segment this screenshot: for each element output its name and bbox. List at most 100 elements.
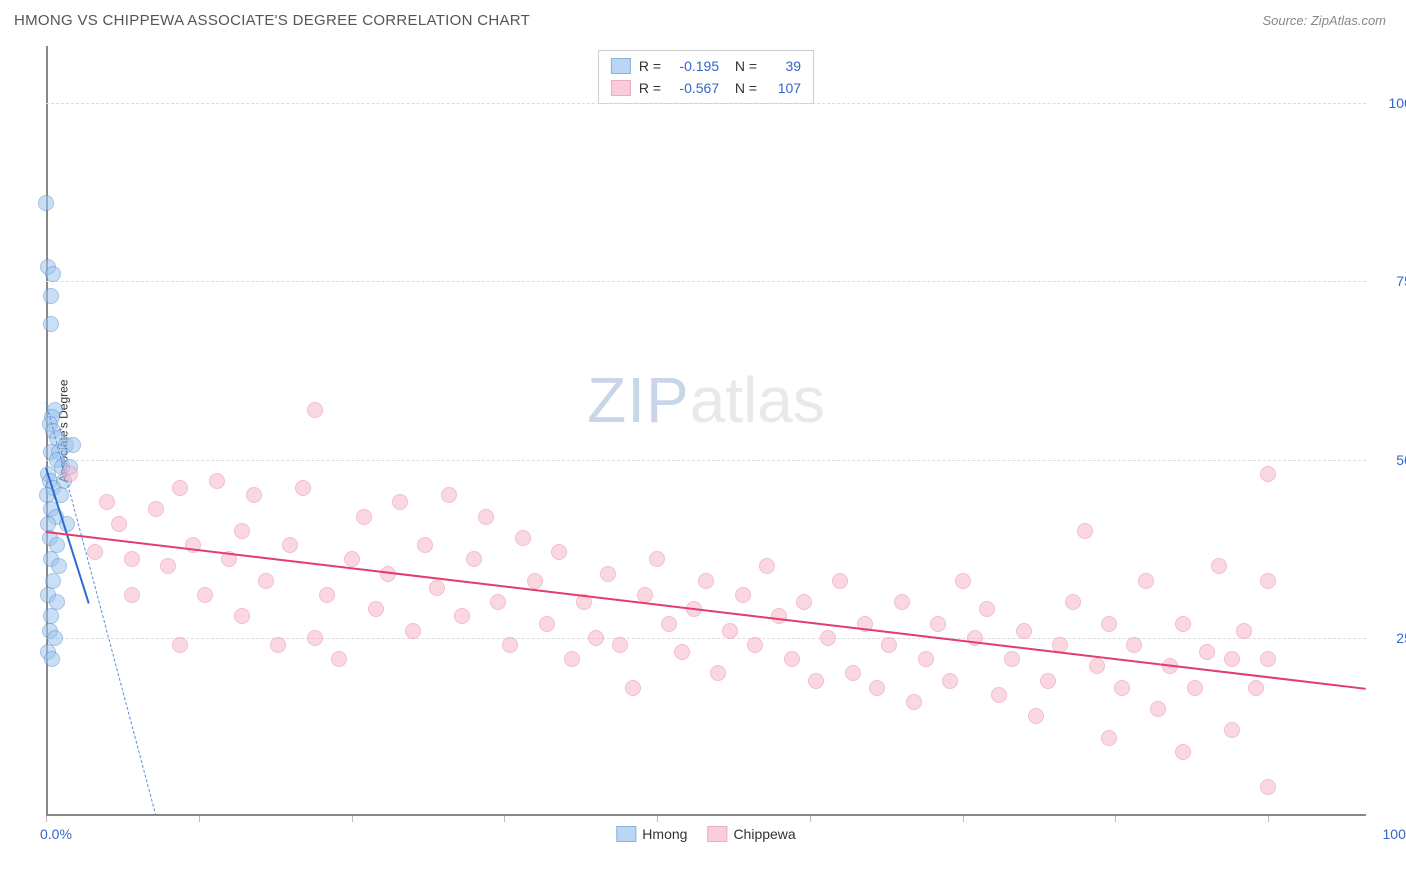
data-point [661, 616, 677, 632]
watermark: ZIPatlas [587, 363, 825, 437]
scatter-chart: Associate's Degree ZIPatlas 0.0% 100.0% … [46, 46, 1366, 816]
data-point [771, 608, 787, 624]
data-point [1040, 673, 1056, 689]
x-tick [810, 816, 811, 822]
gridline [46, 638, 1366, 639]
x-tick [504, 816, 505, 822]
data-point [539, 616, 555, 632]
data-point [307, 630, 323, 646]
series-legend: Hmong Chippewa [616, 826, 795, 842]
data-point [172, 637, 188, 653]
n-label: N = [727, 55, 757, 77]
data-point [454, 608, 470, 624]
data-point [405, 623, 421, 639]
stats-legend-row: R =-0.195 N =39 [611, 55, 801, 77]
legend-swatch [616, 826, 636, 842]
data-point [881, 637, 897, 653]
data-point [87, 544, 103, 560]
data-point [417, 537, 433, 553]
data-point [894, 594, 910, 610]
data-point [234, 608, 250, 624]
stats-legend-row: R =-0.567 N =107 [611, 77, 801, 99]
data-point [99, 494, 115, 510]
data-point [735, 587, 751, 603]
data-point [1260, 466, 1276, 482]
data-point [1199, 644, 1215, 660]
data-point [111, 516, 127, 532]
data-point [258, 573, 274, 589]
data-point [796, 594, 812, 610]
data-point [1065, 594, 1081, 610]
data-point [344, 551, 360, 567]
data-point [1150, 701, 1166, 717]
r-label: R = [639, 55, 661, 77]
data-point [820, 630, 836, 646]
data-point [331, 651, 347, 667]
data-point [784, 651, 800, 667]
legend-swatch [611, 80, 631, 96]
data-point [1260, 779, 1276, 795]
data-point [209, 473, 225, 489]
data-point [124, 587, 140, 603]
n-value: 107 [765, 77, 801, 99]
n-label: N = [727, 77, 757, 99]
data-point [124, 551, 140, 567]
y-tick-label: 50.0% [1396, 452, 1406, 468]
x-tick [199, 816, 200, 822]
data-point [295, 480, 311, 496]
data-point [43, 316, 59, 332]
chart-title: HMONG VS CHIPPEWA ASSOCIATE'S DEGREE COR… [14, 12, 530, 29]
x-tick [46, 816, 47, 822]
data-point [490, 594, 506, 610]
data-point [45, 266, 61, 282]
data-point [979, 601, 995, 617]
data-point [1175, 616, 1191, 632]
data-point [722, 623, 738, 639]
data-point [43, 288, 59, 304]
x-tick [963, 816, 964, 822]
data-point [148, 501, 164, 517]
data-point [1260, 651, 1276, 667]
data-point [62, 466, 78, 482]
gridline [46, 460, 1366, 461]
data-point [1004, 651, 1020, 667]
data-point [478, 509, 494, 525]
r-label: R = [639, 77, 661, 99]
y-tick-label: 100.0% [1389, 95, 1406, 111]
x-tick [1115, 816, 1116, 822]
data-point [1028, 708, 1044, 724]
gridline [46, 281, 1366, 282]
data-point [674, 644, 690, 660]
data-point [955, 573, 971, 589]
y-tick-label: 25.0% [1396, 630, 1406, 646]
legend-swatch [707, 826, 727, 842]
data-point [527, 573, 543, 589]
data-point [1175, 744, 1191, 760]
data-point [710, 665, 726, 681]
data-point [1114, 680, 1130, 696]
data-point [612, 637, 628, 653]
x-min-label: 0.0% [40, 826, 72, 842]
data-point [1138, 573, 1154, 589]
data-point [319, 587, 335, 603]
n-value: 39 [765, 55, 801, 77]
data-point [808, 673, 824, 689]
data-point [991, 687, 1007, 703]
data-point [588, 630, 604, 646]
data-point [282, 537, 298, 553]
x-axis-line [46, 814, 1366, 816]
data-point [1211, 558, 1227, 574]
data-point [172, 480, 188, 496]
watermark-zip: ZIP [587, 364, 690, 436]
data-point [246, 487, 262, 503]
data-point [368, 601, 384, 617]
stats-legend: R =-0.195 N =39R =-0.567 N =107 [598, 50, 814, 104]
data-point [942, 673, 958, 689]
data-point [197, 587, 213, 603]
data-point [234, 523, 250, 539]
data-point [1236, 623, 1252, 639]
legend-label: Hmong [642, 826, 687, 842]
x-max-label: 100.0% [1383, 826, 1406, 842]
data-point [44, 651, 60, 667]
legend-item: Chippewa [707, 826, 795, 842]
